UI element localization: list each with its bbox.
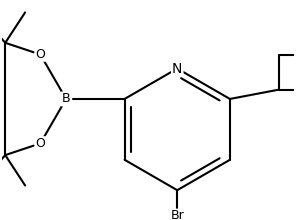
Text: Br: Br — [170, 209, 184, 220]
Text: O: O — [36, 48, 45, 61]
Text: O: O — [36, 137, 45, 150]
Text: B: B — [62, 92, 70, 105]
Text: N: N — [172, 62, 182, 75]
